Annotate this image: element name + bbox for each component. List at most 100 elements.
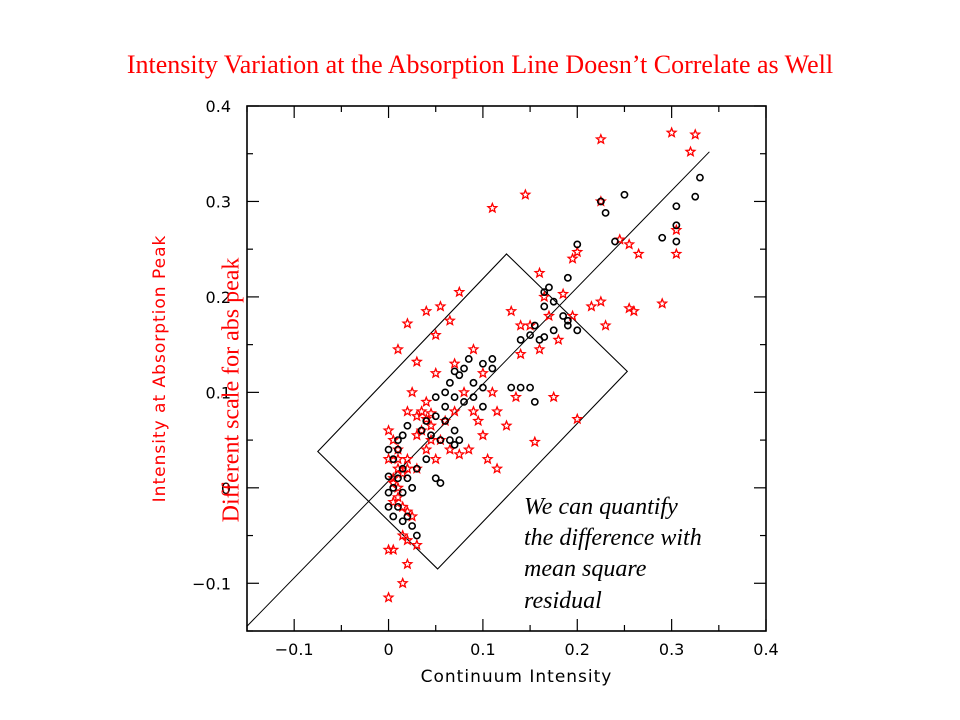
star-point bbox=[391, 452, 405, 465]
star-point bbox=[391, 490, 405, 503]
star-point bbox=[401, 405, 414, 417]
star-point bbox=[519, 188, 532, 200]
star-point bbox=[401, 557, 414, 570]
circle-point bbox=[441, 402, 450, 411]
circle-series bbox=[384, 173, 704, 540]
circle-point bbox=[691, 192, 700, 201]
circle-point bbox=[488, 355, 497, 363]
circle-point bbox=[507, 383, 516, 392]
circle-point bbox=[530, 398, 539, 406]
star-point bbox=[443, 314, 456, 326]
star-point bbox=[401, 533, 414, 546]
star-point bbox=[434, 300, 447, 312]
circle-point bbox=[672, 202, 681, 211]
star-point bbox=[396, 576, 409, 589]
star-point bbox=[448, 405, 461, 417]
star-point bbox=[401, 462, 414, 474]
circle-point bbox=[469, 378, 478, 387]
circle-point bbox=[408, 483, 417, 492]
y-axis-title: Intensity at Absorption Peak bbox=[150, 235, 170, 503]
circle-point bbox=[479, 383, 487, 392]
star-point bbox=[533, 343, 546, 355]
star-point bbox=[599, 319, 612, 331]
circle-point bbox=[516, 335, 525, 344]
circle-point bbox=[563, 273, 572, 282]
star-point bbox=[457, 385, 471, 398]
circle-point bbox=[441, 417, 450, 425]
star-point bbox=[491, 405, 504, 417]
reference-line bbox=[247, 151, 710, 627]
star-point bbox=[528, 435, 541, 448]
star-point bbox=[594, 133, 607, 145]
star-point bbox=[509, 390, 522, 403]
circle-point bbox=[389, 512, 398, 521]
circle-point bbox=[601, 209, 610, 217]
rotated-note: Different scale for abs peak bbox=[218, 257, 245, 523]
circle-point bbox=[422, 455, 431, 464]
star-point bbox=[406, 385, 419, 398]
star-point bbox=[429, 366, 442, 379]
star-point bbox=[486, 385, 499, 398]
star-point bbox=[670, 223, 683, 236]
circle-point bbox=[672, 237, 681, 246]
star-point bbox=[594, 295, 607, 307]
circle-point bbox=[427, 431, 435, 440]
star-point bbox=[382, 591, 395, 603]
star-point bbox=[557, 287, 570, 300]
circle-point bbox=[431, 412, 440, 421]
circle-point bbox=[573, 240, 582, 249]
star-point bbox=[467, 405, 480, 417]
circle-point bbox=[696, 173, 704, 182]
star-point bbox=[467, 343, 480, 355]
star-point bbox=[585, 300, 598, 312]
circle-point bbox=[549, 326, 558, 335]
y-tick-label: 0.4 bbox=[206, 97, 231, 116]
star-point bbox=[538, 290, 551, 303]
x-tick-label: 0.3 bbox=[659, 640, 684, 659]
star-point bbox=[410, 355, 423, 367]
star-point bbox=[514, 347, 527, 360]
circle-point bbox=[436, 436, 445, 444]
circle-point bbox=[384, 488, 393, 497]
circle-point bbox=[398, 431, 407, 440]
star-point bbox=[476, 366, 489, 379]
star-point bbox=[420, 412, 433, 425]
slide-title: Intensity Variation at the Absorption Li… bbox=[126, 50, 834, 79]
star-point bbox=[387, 471, 400, 484]
circle-point bbox=[450, 440, 459, 449]
circle-point bbox=[540, 302, 549, 311]
star-point bbox=[481, 452, 494, 465]
star-point bbox=[547, 390, 560, 403]
circle-point bbox=[573, 326, 582, 335]
circle-point bbox=[445, 378, 454, 387]
x-tick-label: 0.4 bbox=[753, 640, 778, 659]
x-tick-label: 0 bbox=[383, 640, 393, 659]
star-point bbox=[476, 428, 489, 441]
star-point bbox=[670, 247, 683, 260]
star-point bbox=[396, 529, 409, 541]
circle-point bbox=[479, 402, 487, 411]
star-point bbox=[514, 319, 527, 331]
circle-point bbox=[620, 190, 629, 199]
star-point bbox=[486, 201, 499, 214]
plot-area bbox=[247, 126, 710, 627]
circle-point bbox=[469, 393, 478, 402]
star-point bbox=[524, 319, 537, 331]
x-tick-label: 0.1 bbox=[470, 640, 495, 659]
star-point bbox=[387, 543, 400, 556]
circle-point bbox=[526, 331, 534, 339]
star-point bbox=[533, 266, 546, 279]
circle-point bbox=[545, 283, 553, 292]
star-point bbox=[623, 238, 636, 250]
circle-point bbox=[417, 426, 426, 435]
circle-point bbox=[384, 445, 393, 454]
circle-point bbox=[455, 436, 464, 444]
circle-point bbox=[436, 479, 445, 487]
circle-point bbox=[460, 398, 468, 406]
circle-point bbox=[389, 455, 398, 464]
star-point bbox=[552, 333, 565, 346]
circle-point bbox=[403, 421, 412, 430]
annotation-line: We can quantify bbox=[524, 494, 678, 520]
star-point bbox=[566, 309, 579, 322]
